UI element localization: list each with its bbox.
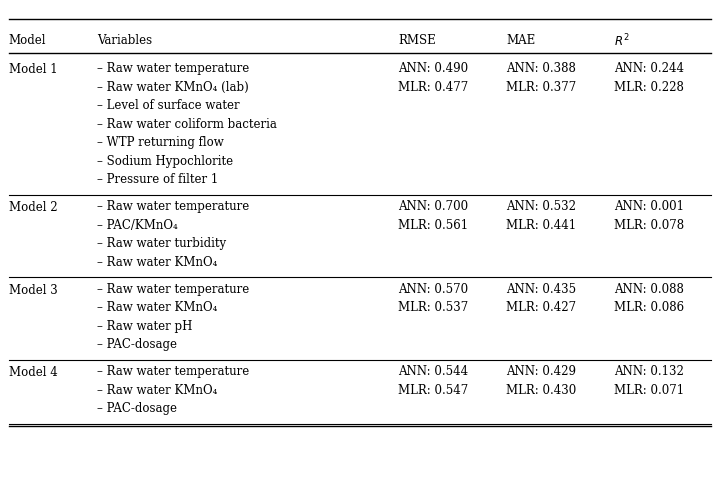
Text: – Level of surface water: – Level of surface water — [97, 99, 240, 112]
Text: ANN: 0.435: ANN: 0.435 — [506, 283, 577, 296]
Text: – Raw water turbidity: – Raw water turbidity — [97, 237, 226, 250]
Text: ANN: 0.088: ANN: 0.088 — [614, 283, 684, 296]
Text: – Raw water temperature: – Raw water temperature — [97, 365, 249, 378]
Text: $R^2$: $R^2$ — [614, 33, 630, 49]
Text: – PAC-dosage: – PAC-dosage — [97, 402, 177, 415]
Text: MLR: 0.377: MLR: 0.377 — [506, 81, 577, 94]
Text: – WTP returning flow: – WTP returning flow — [97, 136, 224, 149]
Text: MLR: 0.078: MLR: 0.078 — [614, 218, 684, 231]
Text: – PAC-dosage: – PAC-dosage — [97, 338, 177, 351]
Text: ANN: 0.429: ANN: 0.429 — [506, 365, 576, 378]
Text: ANN: 0.700: ANN: 0.700 — [398, 200, 469, 213]
Text: ANN: 0.490: ANN: 0.490 — [398, 62, 469, 75]
Text: – Raw water KMnO₄: – Raw water KMnO₄ — [97, 301, 218, 314]
Text: – Raw water KMnO₄: – Raw water KMnO₄ — [97, 255, 218, 268]
Text: – Raw water KMnO₄: – Raw water KMnO₄ — [97, 384, 218, 396]
Text: Model 4: Model 4 — [9, 366, 57, 379]
Text: Model 2: Model 2 — [9, 201, 57, 214]
Text: ANN: 0.388: ANN: 0.388 — [506, 62, 576, 75]
Text: – Raw water KMnO₄ (lab): – Raw water KMnO₄ (lab) — [97, 81, 248, 94]
Text: – PAC/KMnO₄: – PAC/KMnO₄ — [97, 218, 177, 231]
Text: MLR: 0.228: MLR: 0.228 — [614, 81, 684, 94]
Text: – Raw water temperature: – Raw water temperature — [97, 62, 249, 75]
Text: ANN: 0.244: ANN: 0.244 — [614, 62, 684, 75]
Text: Variables: Variables — [97, 34, 152, 48]
Text: ANN: 0.544: ANN: 0.544 — [398, 365, 469, 378]
Text: – Raw water temperature: – Raw water temperature — [97, 283, 249, 296]
Text: ANN: 0.570: ANN: 0.570 — [398, 283, 469, 296]
Text: – Raw water pH: – Raw water pH — [97, 320, 192, 333]
Text: – Pressure of filter 1: – Pressure of filter 1 — [97, 173, 218, 186]
Text: Model 3: Model 3 — [9, 284, 57, 297]
Text: ANN: 0.132: ANN: 0.132 — [614, 365, 684, 378]
Text: MLR: 0.477: MLR: 0.477 — [398, 81, 469, 94]
Text: MLR: 0.537: MLR: 0.537 — [398, 301, 469, 314]
Text: MLR: 0.441: MLR: 0.441 — [506, 218, 577, 231]
Text: ANN: 0.532: ANN: 0.532 — [506, 200, 576, 213]
Text: MLR: 0.427: MLR: 0.427 — [506, 301, 577, 314]
Text: ANN: 0.001: ANN: 0.001 — [614, 200, 684, 213]
Text: Model 1: Model 1 — [9, 63, 57, 76]
Text: Model: Model — [9, 34, 46, 48]
Text: MLR: 0.547: MLR: 0.547 — [398, 384, 469, 396]
Text: MAE: MAE — [506, 34, 536, 48]
Text: MLR: 0.086: MLR: 0.086 — [614, 301, 684, 314]
Text: – Raw water coliform bacteria: – Raw water coliform bacteria — [97, 118, 277, 131]
Text: – Raw water temperature: – Raw water temperature — [97, 200, 249, 213]
Text: – Sodium Hypochlorite: – Sodium Hypochlorite — [97, 155, 233, 168]
Text: RMSE: RMSE — [398, 34, 437, 48]
Text: MLR: 0.430: MLR: 0.430 — [506, 384, 577, 396]
Text: MLR: 0.561: MLR: 0.561 — [398, 218, 469, 231]
Text: MLR: 0.071: MLR: 0.071 — [614, 384, 684, 396]
